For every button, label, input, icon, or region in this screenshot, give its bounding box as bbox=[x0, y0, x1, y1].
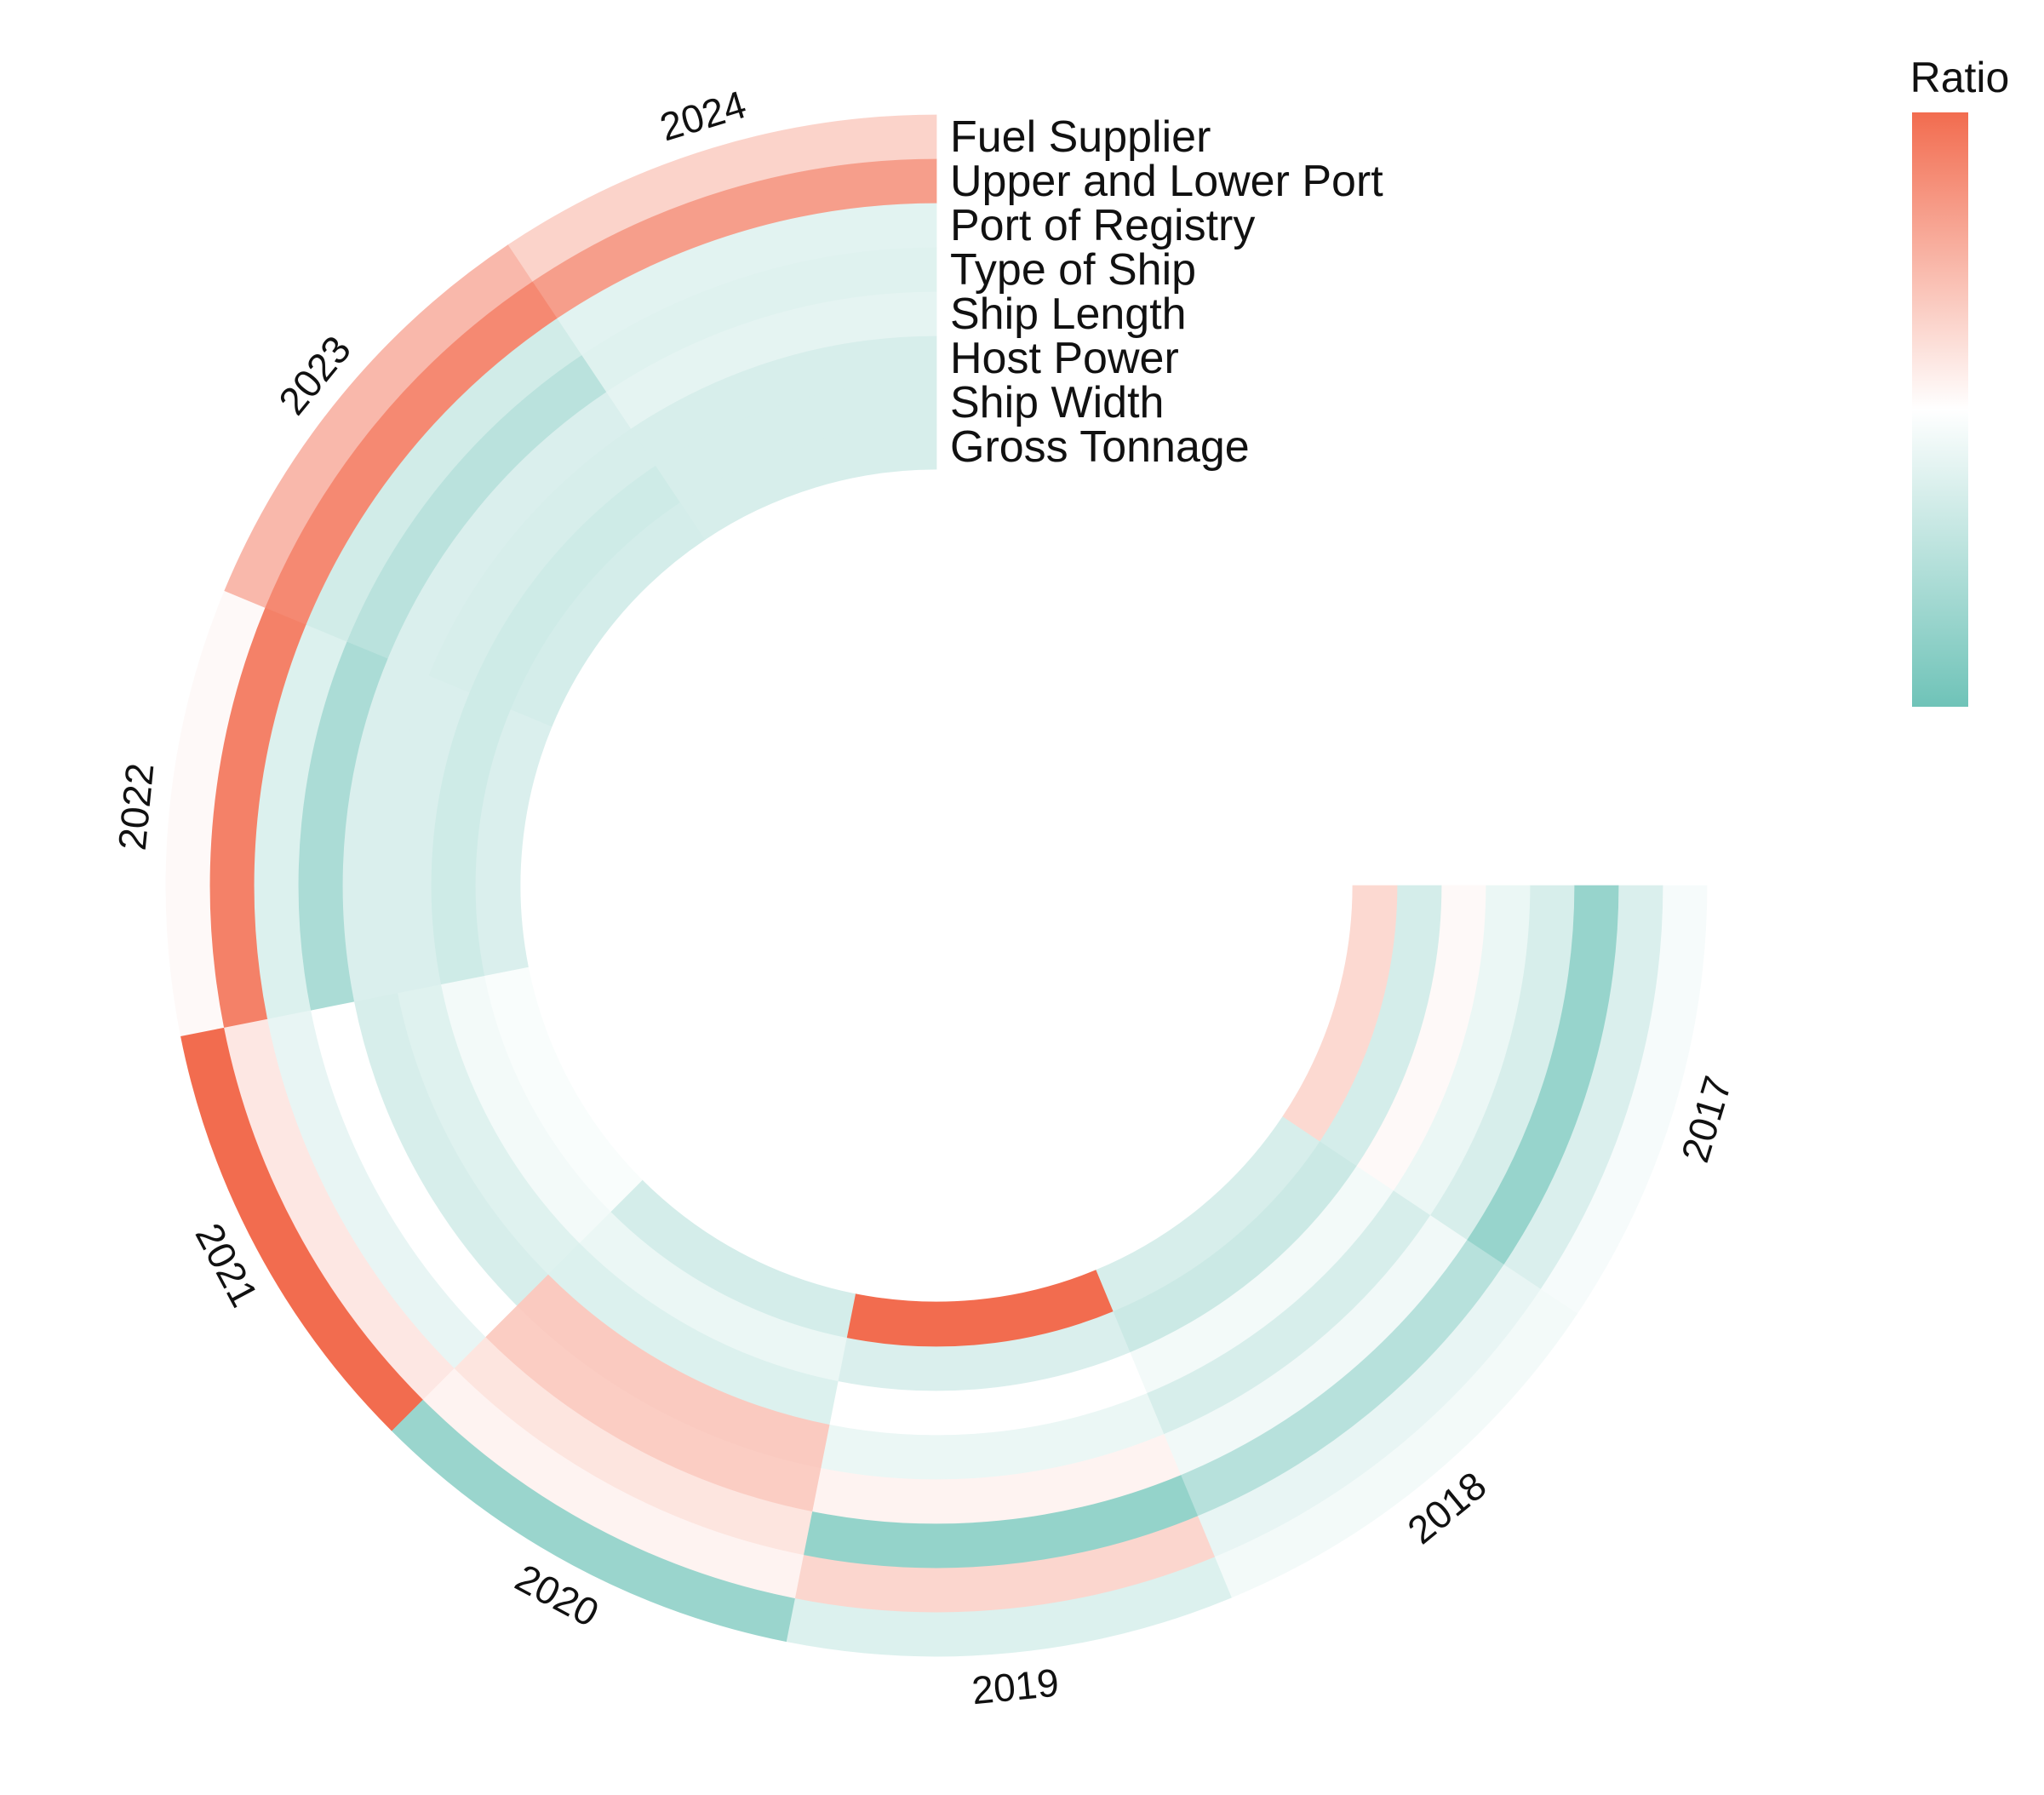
track-label: Host Power bbox=[950, 334, 1179, 383]
track-label: Type of Ship bbox=[950, 245, 1196, 295]
year-label: 2022 bbox=[110, 761, 163, 852]
legend-colorbar bbox=[1912, 112, 1968, 707]
year-label: 2017 bbox=[1673, 1071, 1740, 1167]
year-label: 2019 bbox=[970, 1660, 1061, 1713]
year-label: 2024 bbox=[655, 82, 751, 149]
legend-title: Ratio bbox=[1910, 54, 2010, 101]
heatmap-sectors bbox=[165, 114, 1708, 1657]
track-label: Port of Registry bbox=[950, 201, 1255, 250]
color-legend: Ratio bbox=[1910, 54, 2010, 707]
track-label: Gross Tonnage bbox=[950, 422, 1250, 472]
track-label: Upper and Lower Port bbox=[950, 157, 1383, 206]
track-label: Ship Width bbox=[950, 378, 1164, 427]
heat-cell-2024-track-8 bbox=[679, 424, 937, 540]
track-label: Fuel Supplier bbox=[950, 112, 1211, 162]
track-label: Ship Length bbox=[950, 290, 1187, 339]
